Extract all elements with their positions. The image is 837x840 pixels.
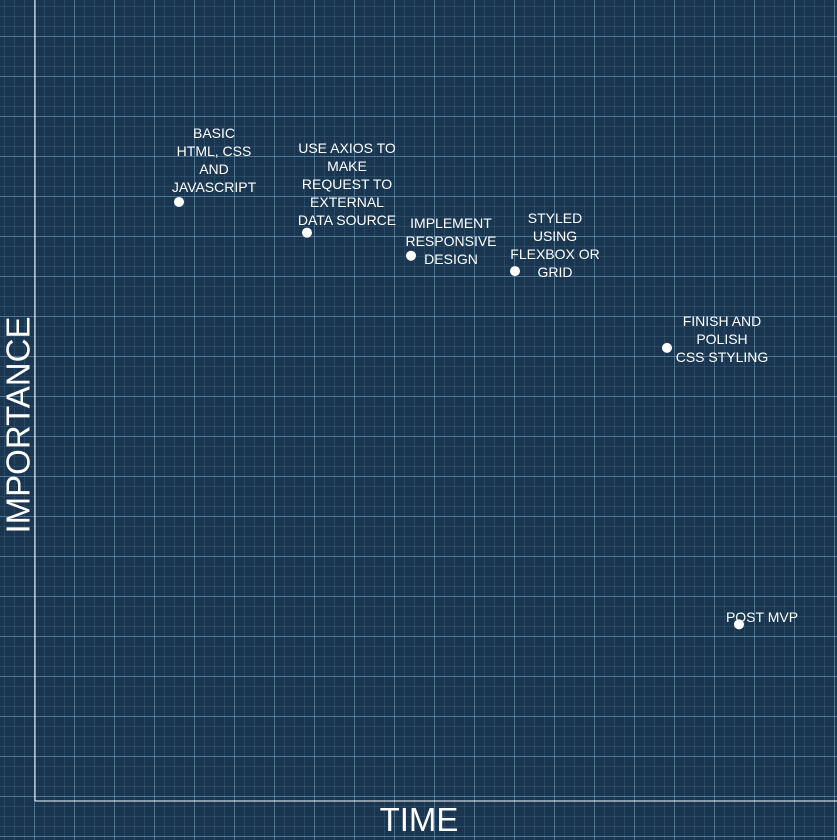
scatter-point [406,250,416,261]
scatter-point [734,619,744,630]
scatter-point [510,266,520,277]
point-label: FINISH AND POLISH CSS STYLING [675,312,769,365]
scatter-point [662,342,672,353]
scatter-point [302,227,312,238]
point-label: USE AXIOS TO MAKE REQUEST TO EXTERNAL DA… [297,139,397,228]
point-label: IMPLEMENT RESPONSIVE DESIGN [405,214,497,267]
point-label: POST MVP [725,609,799,626]
y-axis-title: IMPORTANCE [0,316,37,534]
x-axis-title: TIME [379,801,459,838]
point-label: BASIC HTML, CSS AND JAVASCRIPT [171,124,257,195]
scatter-point [174,196,184,207]
points-layer [174,196,744,630]
point-label: STYLED USING FLEXBOX OR GRID [510,210,600,281]
